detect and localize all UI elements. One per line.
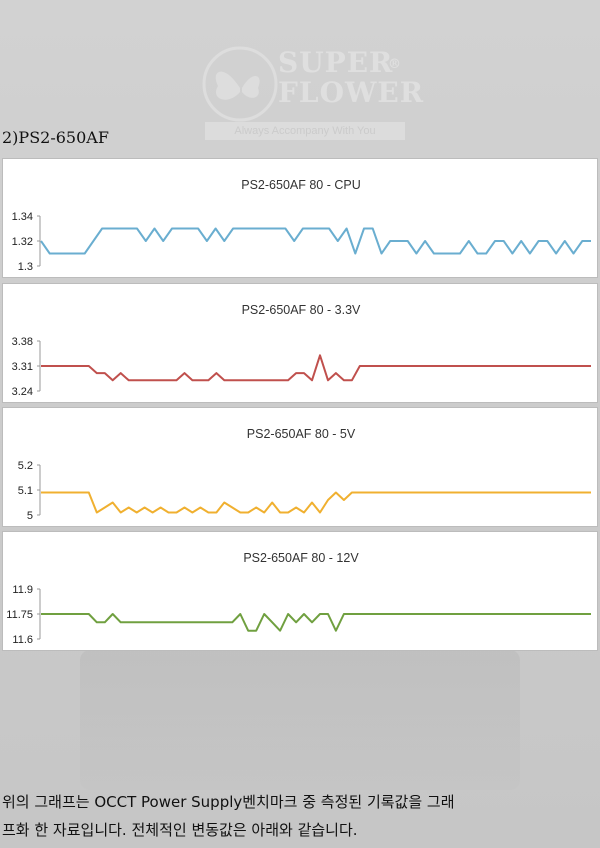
y-tick-label: 5.2 <box>18 460 33 472</box>
logo-brand-text: SUPER FLOWER <box>278 46 425 109</box>
chart-panel-cpu: PS2-650AF 80 - CPU 1.34 1.32 1.3 <box>2 158 598 278</box>
series-line <box>41 491 591 514</box>
butterfly-icon <box>202 46 278 122</box>
cpu-chart: PS2-650AF 80 - CPU 1.34 1.32 1.3 <box>12 178 591 273</box>
y-tick-label: 3.38 <box>12 336 33 348</box>
super-flower-watermark-logo: SUPER FLOWER ® Always Accompany With You <box>200 40 423 145</box>
v5-chart: PS2-650AF 80 - 5V 5.2 5.1 5 <box>18 427 591 522</box>
y-tick-label: 11.9 <box>12 584 33 596</box>
psu-photo-watermark <box>80 650 520 790</box>
y-tick-label: 1.34 <box>12 211 33 223</box>
chart-title: PS2-650AF 80 - 12V <box>243 551 359 565</box>
v12-chart: PS2-650AF 80 - 12V 11.9 11.75 11.6 <box>6 551 591 646</box>
y-tick-label: 3.31 <box>12 361 33 373</box>
chart-title: PS2-650AF 80 - 5V <box>247 427 356 441</box>
chart-title: PS2-650AF 80 - CPU <box>241 178 361 192</box>
caption-line-2: 프화 한 자료입니다. 전체적인 변동값은 아래와 같습니다. <box>2 821 358 839</box>
caption-line-1: 위의 그래프는 OCCT Power Supply벤치마크 중 측정된 기록값을… <box>2 793 455 811</box>
y-tick-label: 5 <box>27 510 33 522</box>
chart-panel-5v: PS2-650AF 80 - 5V 5.2 5.1 5 <box>2 407 598 527</box>
series-line <box>41 613 591 632</box>
chart-title: PS2-650AF 80 - 3.3V <box>242 303 361 317</box>
y-tick-label: 11.6 <box>12 634 33 646</box>
chart-panel-3v3: PS2-650AF 80 - 3.3V 3.38 3.31 3.24 <box>2 283 598 403</box>
section-title: 2)PS2-650AF <box>2 128 109 147</box>
logo-tagline: Always Accompany With You <box>205 122 405 140</box>
y-tick-label: 1.3 <box>18 261 33 273</box>
caption-paragraph: 위의 그래프는 OCCT Power Supply벤치마크 중 측정된 기록값을… <box>2 788 598 844</box>
v33-chart: PS2-650AF 80 - 3.3V 3.38 3.31 3.24 <box>12 303 591 398</box>
series-line <box>41 354 591 382</box>
y-tick-label: 3.24 <box>12 386 33 398</box>
chart-panel-12v: PS2-650AF 80 - 12V 11.9 11.75 11.6 <box>2 531 598 651</box>
registered-mark: ® <box>388 57 402 72</box>
y-tick-label: 1.32 <box>12 236 33 248</box>
y-tick-label: 11.75 <box>6 609 33 621</box>
series-line <box>40 227 591 255</box>
y-tick-label: 5.1 <box>18 485 33 497</box>
